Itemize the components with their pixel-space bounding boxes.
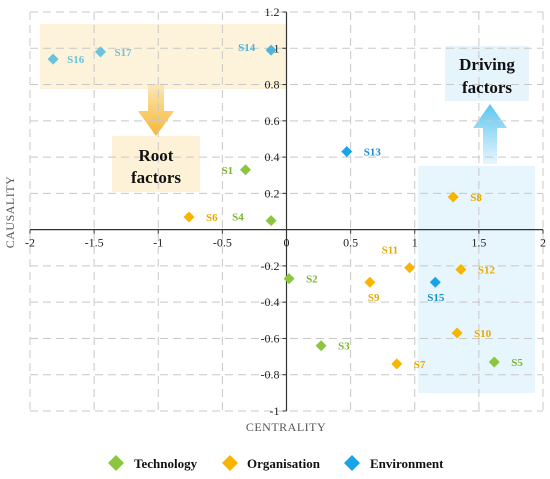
- point-label-s15: S15: [427, 292, 445, 304]
- point-label-s7: S7: [414, 359, 426, 371]
- point-s9: [364, 276, 376, 288]
- y-tick-label: -0.8: [261, 368, 280, 382]
- grid-lines: [29, 11, 544, 412]
- legend-item-environment: Environment: [344, 455, 444, 471]
- y-tick-label: 1.2: [265, 5, 280, 19]
- point-s16: [47, 53, 59, 65]
- root-callout-line1: Root: [139, 146, 174, 165]
- x-tick-label: 2: [540, 236, 546, 250]
- point-label-s2: S2: [306, 274, 318, 286]
- point-s8: [447, 191, 459, 203]
- tick-labels: -2 -1.5 -1 -0.5 0 0.5 1 1.5 2 -1 -0.8 -0.6 -0.4 -0.2 0…: [25, 5, 546, 418]
- point-label-s16: S16: [67, 54, 85, 66]
- legend-label-technology: Technology: [134, 456, 198, 471]
- legend-item-organisation: Organisation: [222, 455, 321, 471]
- axes: [29, 11, 544, 412]
- point-s6: [183, 211, 195, 223]
- point-label-s4: S4: [232, 212, 244, 224]
- point-s5: [488, 356, 500, 368]
- y-tick-label: 0.2: [265, 186, 280, 200]
- point-s14: [265, 44, 277, 56]
- point-s2: [283, 273, 295, 285]
- root-region-highlight: [40, 24, 287, 89]
- data-points: S1 S2 S3 S4 S5 S16 S17 S6 S7 S8 S9 S10 S11 S12 S13 S14 S…: [47, 42, 523, 371]
- x-axis-title: CENTRALITY: [246, 420, 326, 434]
- x-tick-label: -1.5: [85, 236, 104, 250]
- legend-label-organisation: Organisation: [247, 456, 321, 471]
- legend-marker-environment: [344, 455, 360, 471]
- x-tick-label: 0.5: [343, 236, 358, 250]
- driving-callout-line1: Driving: [459, 55, 515, 74]
- legend-marker-organisation: [222, 455, 238, 471]
- point-label-s3: S3: [338, 341, 350, 353]
- root-arrow: [138, 84, 174, 136]
- point-label-s13: S13: [364, 147, 382, 159]
- y-tick-label: -0.6: [261, 331, 280, 345]
- driving-callout-line2: factors: [462, 78, 512, 97]
- y-tick-label: 0.8: [265, 78, 280, 92]
- x-tick-label: 1: [412, 236, 418, 250]
- point-s7: [391, 358, 403, 370]
- point-label-s14: S14: [238, 42, 256, 54]
- point-label-s9: S9: [368, 292, 380, 304]
- root-callout-line2: factors: [131, 168, 181, 187]
- point-label-s11: S11: [382, 245, 399, 257]
- legend-item-technology: Technology: [108, 455, 198, 471]
- point-s12: [455, 264, 467, 276]
- y-tick-label: -0.4: [261, 295, 280, 309]
- driving-callout-box: [445, 46, 529, 101]
- point-label-s6: S6: [206, 212, 218, 224]
- point-label-s8: S8: [470, 192, 482, 204]
- point-s3: [315, 340, 327, 352]
- y-axis-title: CAUSALITY: [3, 176, 17, 249]
- x-tick-label: -2: [25, 236, 35, 250]
- x-tick-label: 1.5: [471, 236, 486, 250]
- point-s1: [239, 164, 251, 176]
- point-s4: [265, 215, 277, 227]
- point-s10: [451, 327, 463, 339]
- legend-marker-technology: [108, 455, 124, 471]
- root-callout-box: [112, 136, 200, 192]
- driving-arrow: [473, 104, 507, 164]
- x-tick-label: -1: [153, 236, 163, 250]
- x-tick-label: -0.5: [213, 236, 232, 250]
- y-tick-label: -1: [270, 404, 280, 418]
- point-label-s5: S5: [511, 357, 523, 369]
- point-label-s10: S10: [474, 328, 492, 340]
- legend: Technology Organisation Environment: [108, 455, 444, 471]
- point-label-s17: S17: [115, 47, 133, 59]
- point-label-s12: S12: [478, 265, 496, 277]
- point-label-s1: S1: [221, 165, 233, 177]
- point-s15: [429, 276, 441, 288]
- x-tick-label: 0: [284, 236, 290, 250]
- y-tick-label: 0.4: [265, 150, 280, 164]
- y-tick-label: 1: [274, 41, 280, 55]
- point-s17: [95, 46, 107, 58]
- point-s13: [341, 146, 353, 158]
- legend-label-environment: Environment: [370, 456, 444, 471]
- y-tick-label: 0.6: [265, 114, 280, 128]
- point-s11: [404, 262, 416, 274]
- y-tick-label: -0.2: [261, 259, 280, 273]
